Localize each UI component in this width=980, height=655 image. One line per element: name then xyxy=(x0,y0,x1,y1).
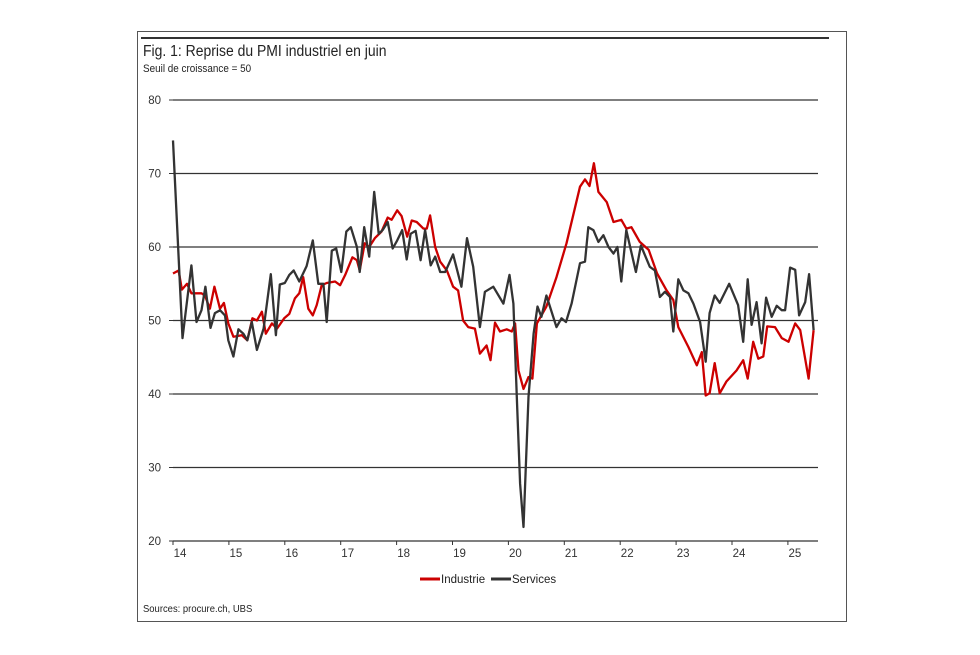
legend-label-services: Services xyxy=(512,574,556,586)
y-tick-label: 20 xyxy=(148,536,161,548)
series-line-services xyxy=(171,140,815,529)
y-tick-label: 60 xyxy=(148,242,161,254)
chart-subtitle: Seuil de croissance = 50 xyxy=(143,63,252,75)
x-tick-label: 19 xyxy=(453,548,466,560)
y-tick-label: 80 xyxy=(148,95,161,107)
legend-label-industrie: Industrie xyxy=(441,574,485,586)
top-rule xyxy=(141,37,829,39)
x-tick-label: 21 xyxy=(565,548,578,560)
x-tick-label: 25 xyxy=(789,548,802,560)
x-tick-label: 14 xyxy=(174,548,187,560)
x-tick-label: 20 xyxy=(509,548,522,560)
x-tick-label: 16 xyxy=(285,548,298,560)
x-tick-label: 22 xyxy=(621,548,634,560)
chart-frame xyxy=(137,31,847,622)
x-tick-label: 17 xyxy=(341,548,354,560)
y-tick-label: 40 xyxy=(148,389,161,401)
x-tick-label: 18 xyxy=(397,548,410,560)
x-tick-label: 15 xyxy=(230,548,243,560)
series-line-industrie xyxy=(172,162,815,397)
x-tick-label: 24 xyxy=(733,548,746,560)
chart-title: Fig. 1: Reprise du PMI industriel en jui… xyxy=(143,43,387,60)
x-tick-label: 23 xyxy=(677,548,690,560)
chart-source: Sources: procure.ch, UBS xyxy=(143,603,253,615)
y-tick-label: 50 xyxy=(148,316,161,328)
y-tick-label: 70 xyxy=(148,169,161,181)
y-tick-label: 30 xyxy=(148,463,161,475)
